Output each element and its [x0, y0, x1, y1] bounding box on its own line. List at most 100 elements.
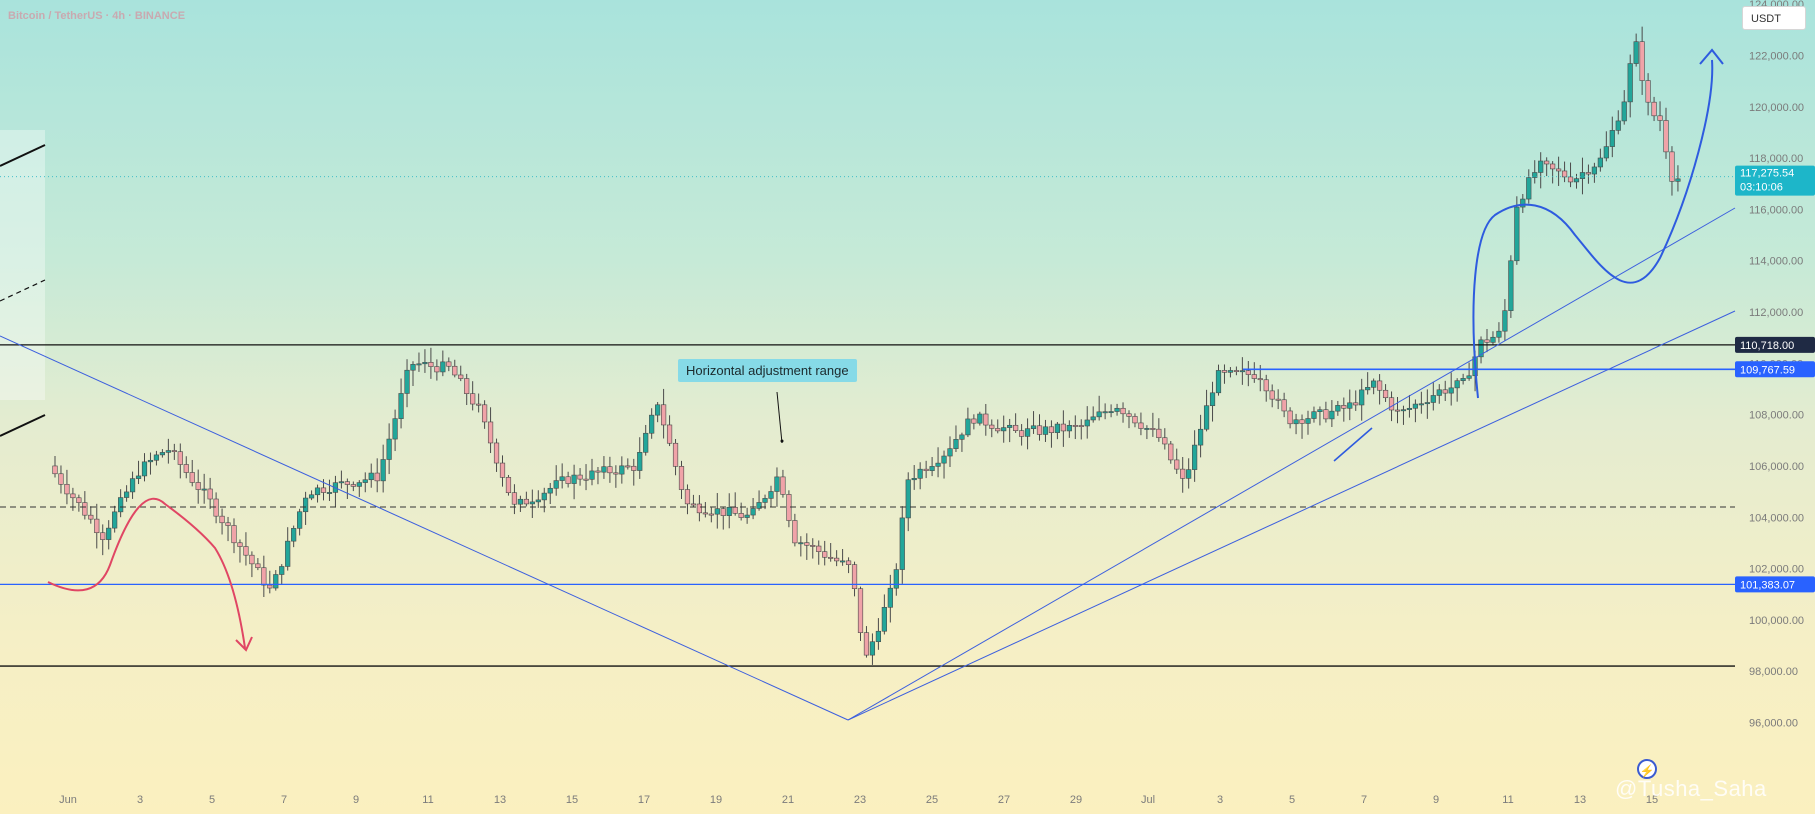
- candle: [1096, 411, 1102, 418]
- candle: [1180, 468, 1186, 479]
- candle: [1084, 419, 1090, 427]
- candle: [1341, 405, 1347, 409]
- candle: [76, 497, 82, 503]
- candle: [1030, 425, 1037, 429]
- candle: [476, 403, 482, 406]
- candle: [774, 476, 780, 492]
- x-tick-label: 19: [710, 794, 722, 806]
- candle: [255, 563, 261, 569]
- candle: [141, 461, 148, 477]
- candle: [499, 462, 506, 478]
- candle: [1001, 427, 1007, 432]
- x-tick-label: 3: [137, 794, 143, 806]
- candle: [273, 574, 279, 589]
- x-tick-label: 15: [1646, 794, 1658, 806]
- candle: [1311, 411, 1317, 419]
- candle: [1347, 402, 1353, 409]
- candle: [291, 528, 297, 542]
- x-tick-label: 9: [353, 794, 359, 806]
- candle: [1430, 395, 1436, 403]
- candle: [923, 468, 929, 471]
- currency-selector[interactable]: USDT: [1742, 6, 1806, 30]
- candle: [1108, 411, 1114, 414]
- candle: [231, 525, 237, 544]
- candle: [440, 361, 446, 373]
- candle: [1245, 370, 1251, 375]
- candle: [1454, 380, 1460, 389]
- candle: [1013, 424, 1019, 431]
- candle: [1239, 370, 1245, 373]
- candle: [1496, 330, 1502, 338]
- candle: [285, 540, 291, 567]
- candle: [672, 442, 679, 467]
- candle: [1502, 310, 1508, 332]
- y-tick-label: 106,000.00: [1749, 461, 1804, 473]
- candle: [1156, 428, 1162, 439]
- x-tick-label: 7: [1361, 794, 1367, 806]
- candle: [1484, 339, 1490, 343]
- candle: [302, 497, 309, 513]
- candle: [1418, 403, 1424, 406]
- candle: [279, 566, 285, 575]
- candle: [243, 546, 249, 556]
- red-arrow-head: [235, 636, 253, 652]
- candle: [1257, 378, 1263, 381]
- x-tick-label: Jun: [59, 794, 77, 806]
- candle: [517, 498, 523, 505]
- symbol-title: Bitcoin / TetherUS · 4h · BINANCE: [8, 10, 186, 22]
- candle: [1102, 411, 1108, 414]
- candle: [547, 487, 553, 494]
- candle: [165, 450, 171, 453]
- candle: [1657, 115, 1663, 121]
- candle: [64, 483, 70, 495]
- candle: [320, 487, 327, 493]
- candle: [744, 514, 750, 518]
- candle: [804, 542, 810, 546]
- candle: [1275, 398, 1281, 401]
- candle: [1382, 389, 1389, 399]
- y-tick-label: 120,000.00: [1749, 102, 1804, 114]
- candle: [565, 476, 571, 484]
- candle: [1675, 178, 1681, 182]
- candle: [881, 606, 887, 632]
- price-badge: [1735, 576, 1815, 593]
- candle: [684, 489, 691, 505]
- candle: [350, 484, 356, 487]
- candle: [1144, 428, 1150, 430]
- candle: [124, 491, 130, 498]
- candle: [696, 503, 702, 514]
- candle: [308, 494, 315, 499]
- x-tick-label: 5: [209, 794, 215, 806]
- candle: [1514, 206, 1520, 262]
- candle: [374, 472, 380, 482]
- candle: [1203, 405, 1210, 430]
- candle: [1066, 425, 1072, 432]
- descending-trendline: [0, 335, 849, 721]
- candle: [1394, 409, 1401, 412]
- y-tick-label: 102,000.00: [1749, 564, 1804, 576]
- candle: [887, 587, 893, 608]
- candle: [589, 470, 595, 480]
- candle: [905, 479, 911, 519]
- candle: [464, 378, 470, 394]
- y-tick-label: 100,000.00: [1749, 615, 1804, 627]
- y-tick-label: 118,000.00: [1749, 153, 1803, 165]
- candle: [1132, 416, 1138, 424]
- candle: [314, 487, 321, 496]
- candle: [655, 404, 661, 416]
- candle: [762, 498, 768, 503]
- annotation-label[interactable]: Horizontal adjustment range: [678, 359, 857, 382]
- candle: [470, 393, 476, 405]
- candle: [1561, 170, 1568, 178]
- channel-line-top: [0, 144, 46, 167]
- y-tick-label: 114,000.00: [1749, 256, 1803, 268]
- candle: [1221, 370, 1228, 373]
- candle: [511, 492, 518, 505]
- x-tick-label: 15: [566, 794, 578, 806]
- projection-arrow-head: [1699, 48, 1724, 65]
- candle: [1281, 399, 1287, 412]
- candle: [989, 424, 995, 429]
- candle: [977, 413, 983, 424]
